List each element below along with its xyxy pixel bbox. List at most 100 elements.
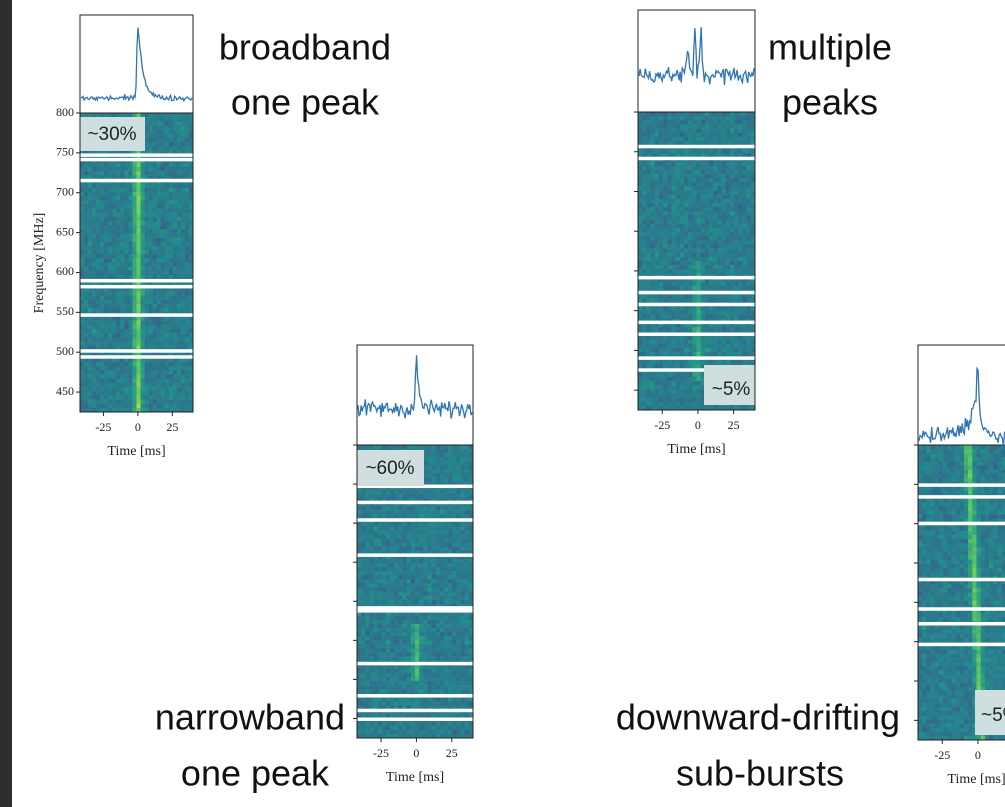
spectrogram-cell <box>444 559 448 563</box>
spectrogram-cell <box>697 141 701 145</box>
spectrogram-cell <box>96 163 100 167</box>
spectrogram-cell <box>141 163 145 167</box>
spectrogram-cell <box>369 559 373 563</box>
spectrogram-cell <box>440 571 444 575</box>
spectrogram-cell <box>452 730 456 734</box>
spectrogram-cell <box>411 535 415 539</box>
spectrogram-cell <box>108 275 112 279</box>
spectrogram-cell <box>684 170 688 174</box>
spectrogram-cell <box>432 543 436 547</box>
spectrogram-cell <box>369 644 373 648</box>
spectrogram-cell <box>448 567 452 571</box>
spectrogram-cell <box>120 387 124 391</box>
spectrogram-cell <box>390 689 394 693</box>
spectrogram-cell <box>394 571 398 575</box>
spectrogram-cell <box>742 141 746 145</box>
spectrogram-cell <box>374 726 378 730</box>
spectrogram-cell <box>709 203 713 207</box>
spectrogram-cell <box>173 300 177 304</box>
spectrogram-cell <box>411 559 415 563</box>
spectrogram-cell <box>177 362 181 366</box>
spectrogram-cell <box>680 129 684 133</box>
spectrogram-cell <box>357 697 361 701</box>
spectrogram-cell <box>407 539 411 543</box>
spectrogram-cell <box>394 722 398 726</box>
spectrogram-cell <box>456 657 460 661</box>
spectrogram-cell <box>181 113 185 117</box>
spectrogram-cell <box>461 514 465 518</box>
spectrogram-cell <box>651 129 655 133</box>
spectrogram-cell <box>730 116 734 120</box>
spectrogram-cell <box>369 632 373 636</box>
spectrogram-cell <box>132 300 136 304</box>
spectrogram-cell <box>157 383 161 387</box>
spectrogram-cell <box>177 146 181 150</box>
spectrogram-cell <box>734 129 738 133</box>
y-axis-label: Frequency [MHz] <box>32 213 47 314</box>
spectrogram-cell <box>726 149 730 153</box>
spectrogram-cell <box>100 404 104 408</box>
spectrogram-cell <box>137 370 141 374</box>
spectrogram-cell <box>112 271 116 275</box>
spectrogram-cell <box>96 321 100 325</box>
spectrogram-cell <box>655 178 659 182</box>
spectrogram-cell <box>651 178 655 182</box>
spectrogram-cell <box>676 240 680 244</box>
spectrogram-cell <box>361 559 365 563</box>
spectrogram-cell <box>403 445 407 449</box>
spectrogram-cell <box>157 296 161 300</box>
spectrogram-cell <box>394 539 398 543</box>
spectrogram-cell <box>688 199 692 203</box>
spectrogram-cell <box>112 209 116 213</box>
spectrogram-cell <box>369 490 373 494</box>
spectrogram-cell <box>137 254 141 258</box>
spectrogram-cell <box>407 559 411 563</box>
spectrogram-cell <box>382 673 386 677</box>
spectrogram-cell <box>386 640 390 644</box>
spectrogram-cell <box>671 116 675 120</box>
spectrogram-cell <box>185 329 189 333</box>
spectrogram-cell <box>157 196 161 200</box>
spectrogram-cell <box>444 673 448 677</box>
spectrogram-cell <box>365 530 369 534</box>
spectrogram-cell <box>427 685 431 689</box>
spectrogram-cell <box>357 657 361 661</box>
spectrogram-cell <box>680 137 684 141</box>
spectrogram-cell <box>145 246 149 250</box>
spectrogram-cell <box>84 163 88 167</box>
spectrogram-cell <box>161 130 165 134</box>
spectrogram-cell <box>427 490 431 494</box>
spectrogram-cell <box>638 203 642 207</box>
spectrogram-cell <box>440 653 444 657</box>
spectrogram-cell <box>157 321 161 325</box>
spectrogram-cell <box>169 167 173 171</box>
spectrogram-cell <box>165 296 169 300</box>
spectrogram-cell <box>157 192 161 196</box>
spectrogram-cell <box>432 640 436 644</box>
spectrogram-cell <box>92 221 96 225</box>
spectrogram-cell <box>153 387 157 391</box>
spectrogram-cell <box>440 453 444 457</box>
spectrogram-cell <box>120 192 124 196</box>
spectrogram-cell <box>676 137 680 141</box>
spectrogram-cell <box>369 722 373 726</box>
spectrogram-cell <box>730 224 734 228</box>
spectrogram-cell <box>461 445 465 449</box>
spectrogram-cell <box>386 600 390 604</box>
spectrogram-cell <box>659 228 663 232</box>
spectrogram-cell <box>452 714 456 718</box>
spectrogram-cell <box>671 178 675 182</box>
spectrogram-cell <box>361 543 365 547</box>
spectrogram-cell <box>161 238 165 242</box>
spectrogram-cell <box>177 188 181 192</box>
spectrogram-cell <box>145 146 149 150</box>
spectrogram-cell <box>80 375 84 379</box>
spectrogram-cell <box>169 242 173 246</box>
spectrogram-cell <box>378 571 382 575</box>
spectrogram-cell <box>730 178 734 182</box>
spectrogram-cell <box>394 644 398 648</box>
spectrogram-cell <box>403 575 407 579</box>
spectrogram-cell <box>465 640 469 644</box>
spectrogram-cell <box>124 258 128 262</box>
spectrogram-cell <box>96 400 100 404</box>
